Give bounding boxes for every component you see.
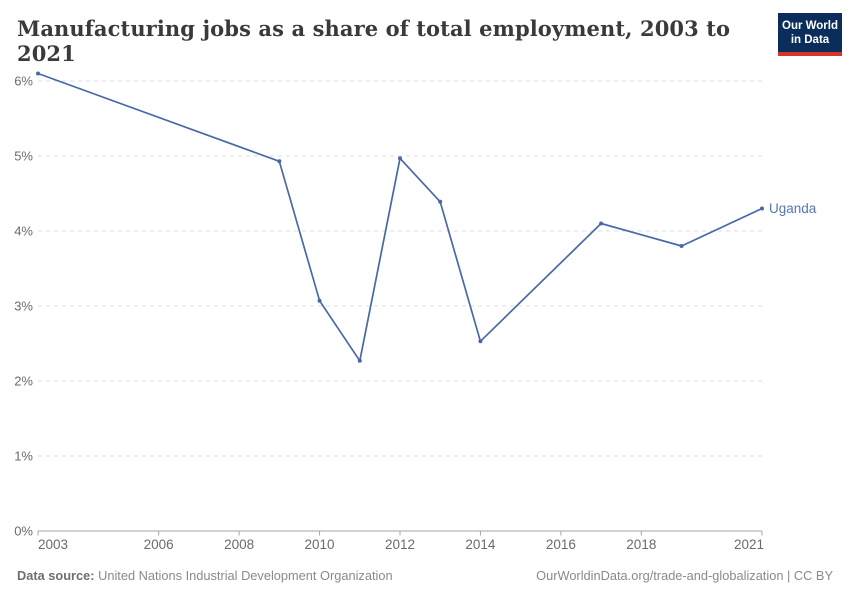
x-tick-label: 2016 [546,537,576,552]
x-tick-label: 2021 [734,537,764,552]
owid-logo-line1: Our World [782,20,839,32]
data-line [37,72,763,362]
data-source-note: Data source: United Nations Industrial D… [17,568,393,583]
x-tick-label: 2014 [465,537,496,552]
data-source-label: Data source: [17,568,95,583]
y-tick-label: 0% [14,524,33,539]
chart-title: Manufacturing jobs as a share of total e… [17,16,731,67]
data-point[interactable] [679,244,684,248]
owid-logo-line2: in Data [790,34,830,47]
owid-logo[interactable]: Our World in Data [778,13,842,57]
data-point[interactable] [357,358,362,363]
x-tick-label: 2003 [38,537,68,552]
y-tick-label: 6% [14,74,33,89]
data-point[interactable] [760,206,764,211]
data-point[interactable] [478,339,483,344]
x-tick-label: 2012 [385,537,415,552]
chart-footer: Data source: United Nations Industrial D… [17,568,833,583]
y-tick-label: 4% [14,224,33,239]
y-tick-label: 1% [14,449,33,464]
x-tick-label: 2008 [224,537,254,552]
data-point[interactable] [398,156,402,161]
entity-label[interactable]: Uganda [769,201,817,216]
data-point[interactable] [277,159,282,164]
data-point[interactable] [599,221,604,226]
x-tick-label: 2010 [305,537,335,552]
y-tick-label: 3% [14,299,33,314]
y-tick-label: 2% [14,374,33,389]
y-tick-label: 5% [14,149,33,164]
data-source-value: United Nations Industrial Development Or… [98,568,393,583]
data-point[interactable] [438,199,443,204]
data-point[interactable] [317,298,322,303]
data-point[interactable] [36,71,40,76]
attribution-note: OurWorldinData.org/trade-and-globalizati… [536,568,833,583]
x-tick-label: 2018 [626,537,656,552]
x-tick-label: 2006 [144,537,174,552]
